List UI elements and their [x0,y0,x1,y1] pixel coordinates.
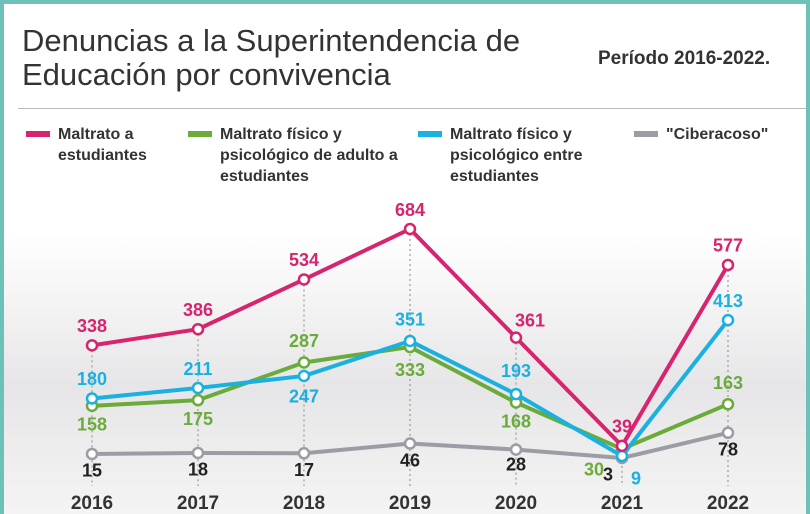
data-label: 180 [77,369,107,389]
data-point [509,331,523,344]
legend-swatch [26,131,50,137]
data-label: 577 [713,236,743,256]
data-point [85,447,99,461]
data-label: 351 [395,310,425,330]
x-tick-label: 2022 [707,493,749,514]
data-point [509,387,523,401]
data-point [297,369,311,383]
legend-swatch [418,131,442,137]
data-label: 175 [183,409,213,429]
legend-item: Maltrato físico y psicológico entre estu… [418,124,630,187]
chart: 2016 2017 2018 2019 2020 2021 2022 15 18 17 46 28 3 7… [71,200,749,514]
data-label: 413 [713,291,743,311]
data-point [403,222,417,236]
data-label: 15 [82,461,102,481]
data-label: 163 [713,373,743,393]
data-label: 534 [289,250,319,270]
chart-subtitle: Período 2016-2022. [598,48,771,69]
data-point [297,273,311,286]
data-label: 333 [395,360,425,380]
x-tick-label: 2020 [495,493,537,514]
x-tick-label: 2017 [177,493,219,514]
x-tick-label: 2018 [283,493,325,514]
x-tick-label: 2016 [71,493,113,514]
legend-item: Maltrato físico y psicológico de adulto … [188,124,410,187]
data-label: 9 [631,469,641,489]
legend-label: Maltrato físico y psicológico de adulto … [220,126,398,185]
data-point [721,313,735,327]
divider [18,108,806,109]
legend-swatch [634,131,658,137]
data-point [85,392,99,405]
data-point [85,339,99,352]
data-label: 247 [289,387,319,407]
data-label: 39 [612,417,632,437]
data-point [297,356,311,369]
data-point [615,439,629,453]
data-label: 17 [294,460,314,480]
legend-swatch [188,131,212,137]
data-point [721,426,735,440]
data-point [191,446,205,460]
data-point [615,449,629,463]
data-point [721,397,735,411]
data-label: 30 [584,460,604,480]
data-point [191,393,205,407]
x-tick-label: 2019 [389,493,431,514]
data-label: 28 [506,454,526,474]
data-label: 211 [183,359,212,379]
data-point [721,258,735,272]
data-label: 287 [289,331,319,351]
data-label: 684 [395,200,425,220]
data-label: 158 [77,415,107,435]
data-point [191,322,205,336]
data-label: 193 [501,361,531,381]
x-tick-label: 2021 [601,493,644,514]
data-label: 168 [501,411,531,431]
data-point [191,381,205,395]
data-label: 18 [188,460,208,480]
data-label: 338 [77,316,107,336]
legend-label: "Ciberacoso" [666,126,769,143]
data-label: 3 [603,465,613,485]
data-label: 78 [718,440,738,460]
data-point [297,447,311,460]
data-label: 46 [400,450,420,470]
data-point [403,334,417,348]
legend-label: Maltrato a estudiantes [58,126,147,164]
data-point [509,443,523,456]
legend-item: "Ciberacoso" [634,124,806,145]
data-label: 361 [515,310,545,330]
data-label: 386 [183,300,213,320]
chart-title: Denuncias a la Superintendencia de Educa… [22,23,521,92]
data-point [403,437,417,450]
legend-item: Maltrato a estudiantes [26,124,178,166]
legend-label: Maltrato físico y psicológico entre estu… [450,126,583,185]
